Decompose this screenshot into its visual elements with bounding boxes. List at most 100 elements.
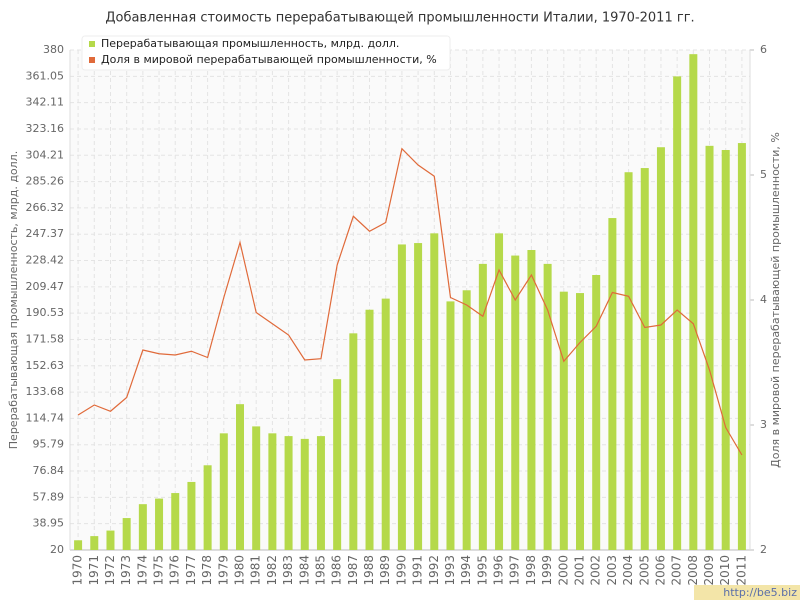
x-tick-label: 2008 (686, 555, 700, 586)
bar (187, 481, 196, 550)
x-tick-label: 1984 (297, 555, 311, 586)
bar (656, 147, 665, 550)
bar (624, 172, 633, 550)
x-tick-label: 2002 (589, 555, 603, 586)
x-tick-label: 1989 (378, 555, 392, 586)
x-tick-label: 1985 (313, 555, 327, 586)
bar (155, 498, 164, 550)
legend-swatch (89, 41, 95, 47)
x-tick-label: 1990 (394, 555, 408, 586)
y2-tick-label: 2 (760, 543, 767, 556)
y-tick-label: 285.26 (26, 175, 65, 188)
bar (252, 426, 261, 550)
y-tick-label: 171.58 (26, 332, 65, 345)
x-tick-label: 1993 (443, 555, 457, 586)
x-tick-label: 1988 (362, 555, 376, 586)
y-tick-label: 76.84 (33, 464, 65, 477)
bar (414, 243, 423, 551)
bar (138, 504, 147, 550)
bar (527, 250, 536, 550)
y2-tick-label: 3 (760, 418, 767, 431)
bar (689, 54, 698, 551)
y2-tick-label: 6 (760, 43, 767, 56)
bar (576, 293, 584, 550)
bar (737, 143, 746, 551)
y-axis-label: Перерабатывающая промышленность, млрд. д… (7, 151, 20, 449)
bar (122, 518, 131, 550)
legend-label: Перерабатывающая промышленность, млрд. д… (101, 37, 399, 50)
chart-title: Добавленная стоимость перерабатывающей п… (105, 11, 694, 26)
plot-area (70, 50, 750, 550)
legend-box (81, 35, 451, 71)
x-tick-label: 1977 (184, 555, 198, 586)
bar (397, 244, 406, 550)
bar (349, 333, 358, 550)
x-tick-label: 1995 (475, 555, 489, 586)
x-tick-label: 1992 (427, 555, 441, 586)
x-tick-label: 1983 (281, 555, 295, 586)
y-tick-label: 190.53 (26, 306, 65, 319)
y-tick-label: 133.68 (26, 385, 65, 398)
bar (430, 233, 439, 551)
bar (673, 76, 682, 550)
bar (284, 436, 293, 550)
bar (268, 433, 277, 550)
bar (333, 379, 342, 550)
y2-tick-label: 5 (760, 168, 767, 181)
y-tick-label: 342.11 (26, 96, 65, 109)
x-tick-label: 1970 (71, 555, 85, 586)
y-tick-label: 323.16 (26, 122, 65, 135)
bar (462, 290, 471, 550)
x-tick-label: 2006 (653, 555, 667, 586)
y-tick-label: 304.21 (26, 148, 65, 161)
x-tick-label: 2009 (702, 555, 716, 586)
bar (705, 145, 714, 551)
x-tick-label: 2007 (670, 555, 684, 586)
y-tick-label: 114.74 (26, 411, 65, 424)
y-tick-label: 95.79 (33, 438, 65, 451)
x-tick-label: 1980 (233, 555, 247, 586)
bar (236, 404, 244, 550)
legend: Перерабатывающая промышленность, млрд. д… (81, 35, 451, 71)
x-tick-label: 1975 (152, 555, 166, 586)
x-tick-label: 1981 (249, 555, 263, 586)
y-tick-label: 228.42 (26, 254, 65, 267)
bar (495, 233, 504, 551)
watermark: http://be5.biz (723, 586, 797, 599)
x-tick-label: 1982 (265, 555, 279, 586)
y-tick-label: 20 (50, 543, 64, 556)
y-tick-label: 209.47 (26, 280, 65, 293)
x-tick-label: 1986 (330, 555, 344, 586)
bar (90, 536, 99, 550)
x-tick-label: 1976 (168, 555, 182, 586)
y-tick-label: 152.63 (26, 359, 65, 372)
bar (592, 275, 601, 550)
bar (171, 493, 180, 550)
bar (106, 530, 115, 550)
x-tick-label: 1999 (540, 555, 554, 586)
x-tick-label: 1978 (200, 555, 214, 586)
bar (316, 436, 325, 550)
x-tick-label: 1996 (492, 555, 506, 586)
y-tick-label: 380 (43, 43, 64, 56)
x-tick-label: 2011 (734, 555, 748, 586)
x-tick-label: 1971 (87, 555, 101, 586)
y-tick-label: 57.89 (33, 490, 65, 503)
x-tick-label: 2001 (573, 555, 587, 586)
x-tick-label: 2004 (621, 555, 635, 586)
x-tick-label: 1974 (135, 555, 149, 586)
x-tick-label: 1991 (411, 555, 425, 586)
x-tick-label: 1972 (103, 555, 117, 586)
bar (446, 301, 455, 550)
line (77, 147, 743, 456)
y-tick-label: 361.05 (26, 69, 65, 82)
watermark-bg (694, 585, 800, 600)
x-tick-label: 2003 (605, 555, 619, 586)
bar (203, 465, 212, 550)
y2-tick-label: 4 (760, 293, 767, 306)
bar (543, 263, 552, 550)
y2-axis-label: Доля в мировой перерабатывающей промышле… (769, 132, 782, 468)
bar (381, 298, 390, 550)
bar (721, 150, 730, 550)
